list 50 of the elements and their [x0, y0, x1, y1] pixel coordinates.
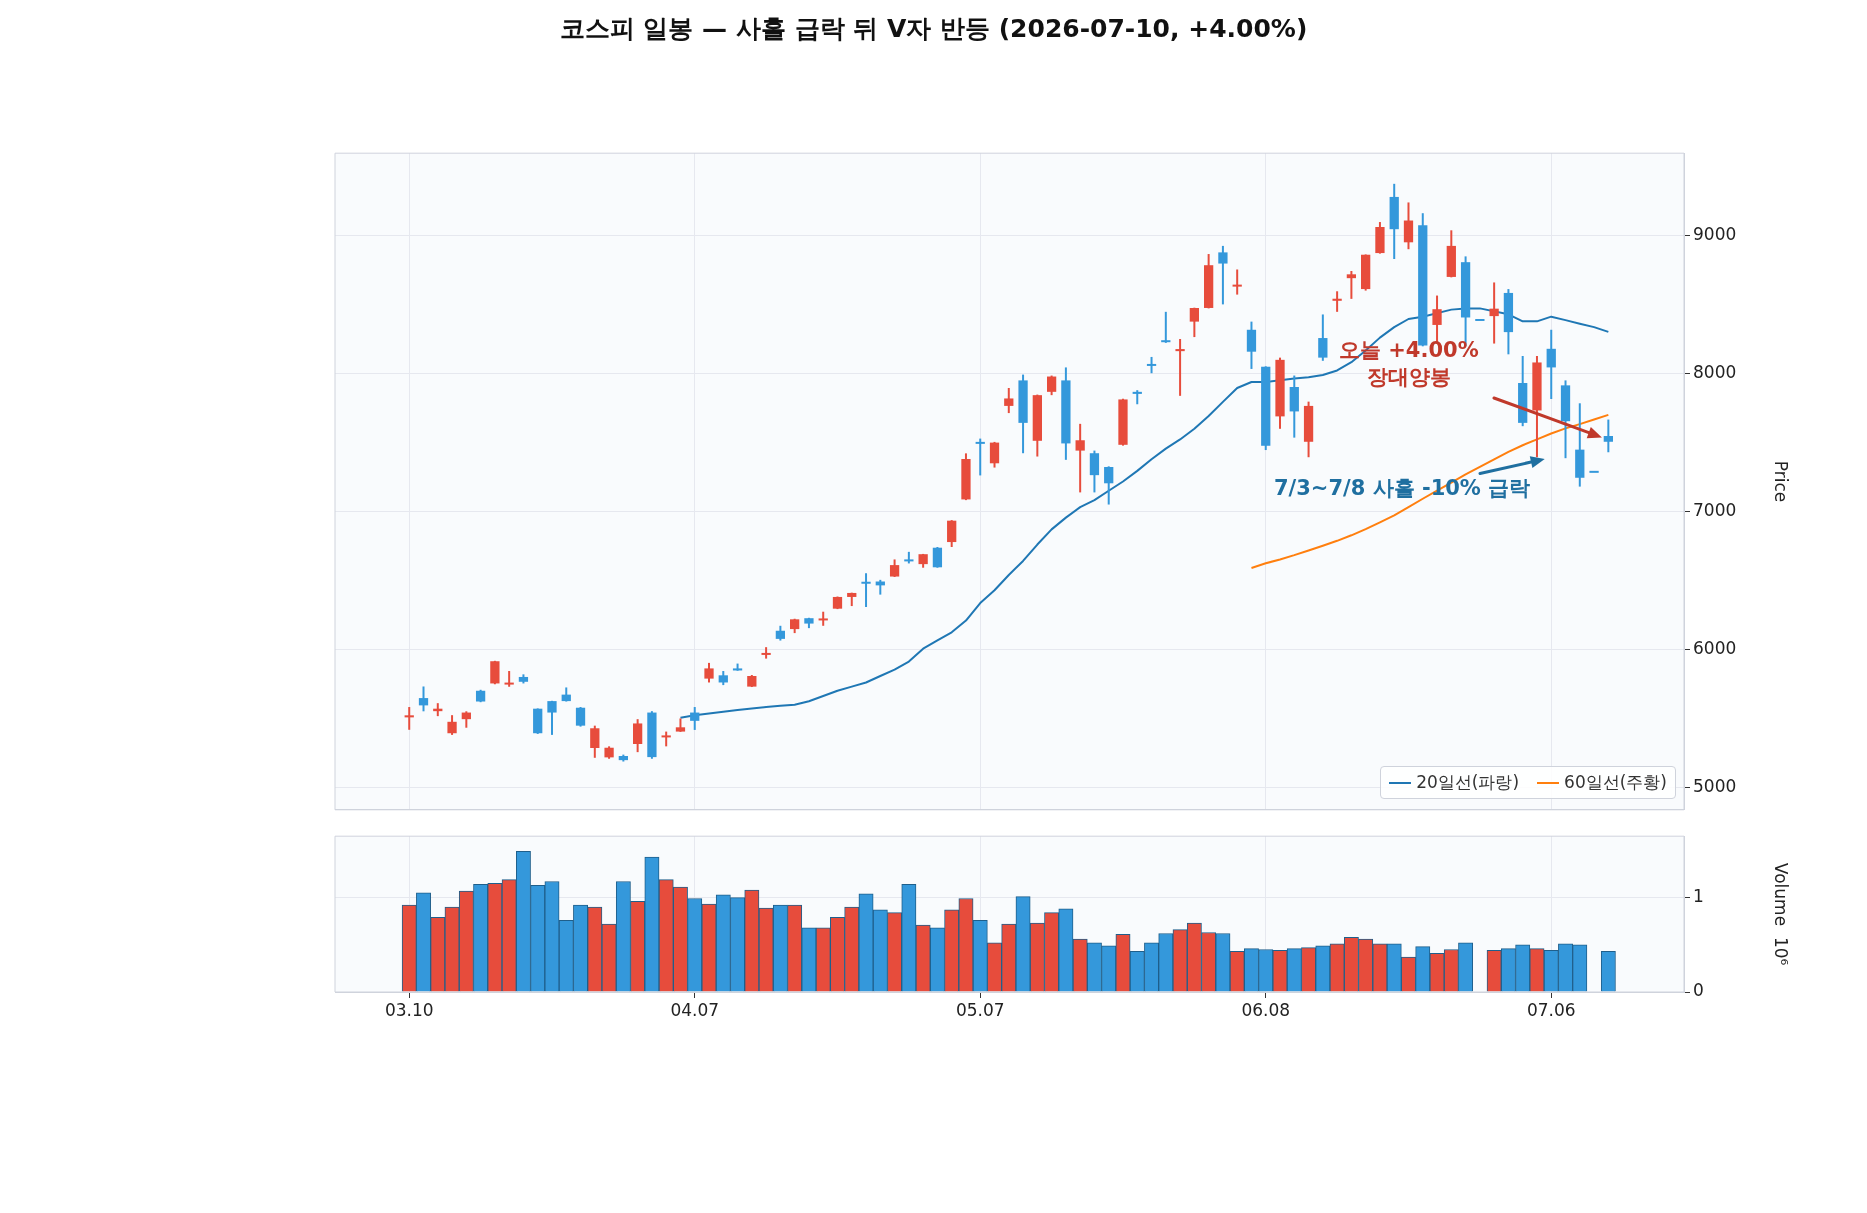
candlestick — [975, 437, 985, 477]
candlestick — [547, 699, 557, 736]
candlestick — [418, 685, 429, 713]
candlestick — [861, 572, 871, 609]
candlestick — [632, 718, 643, 754]
candlestick — [1004, 386, 1014, 415]
candlestick — [1161, 310, 1171, 344]
candlestick — [947, 519, 957, 549]
candlestick — [1104, 465, 1114, 506]
legend-label: 60일선(주황) — [1564, 771, 1667, 792]
legend-label: 20일선(파랑) — [1416, 771, 1520, 792]
x-tick-label: 06.08 — [1241, 999, 1291, 1020]
candlestick — [1346, 270, 1357, 300]
x-tick-label: 07.06 — [1526, 999, 1576, 1020]
candlestick — [1089, 449, 1100, 494]
candlestick — [447, 714, 457, 736]
y-axis-title: Price — [1771, 460, 1792, 503]
candlestick — [1075, 422, 1085, 494]
candlestick — [1175, 338, 1185, 397]
x-tick-label: 05.07 — [955, 999, 1005, 1020]
candlestick — [690, 706, 700, 731]
candlestick — [1218, 244, 1228, 306]
candlestick — [575, 706, 586, 728]
y-tick-label: 6000 — [1693, 638, 1737, 659]
y-tick-label: 7000 — [1693, 500, 1737, 521]
y-tick-label: 8000 — [1693, 362, 1737, 383]
y-axis-title: Volume 10⁶ — [1771, 862, 1792, 966]
candlestick — [1332, 290, 1342, 313]
candlestick — [590, 724, 600, 759]
candlestick — [932, 546, 943, 569]
candlestick — [404, 706, 414, 731]
x-tick-label: 04.07 — [670, 999, 720, 1020]
candlestick — [1246, 320, 1257, 370]
y-tick-label: 9000 — [1693, 224, 1737, 245]
candlestick — [1046, 374, 1057, 397]
candlestick — [989, 440, 1000, 469]
x-tick-label: 03.10 — [384, 999, 434, 1020]
candlestick — [1189, 306, 1199, 339]
candlestick — [1232, 268, 1242, 296]
y-tick-label: 1 — [1693, 886, 1704, 906]
candlestick — [504, 670, 514, 688]
candlestick — [1318, 313, 1328, 362]
y-tick-label: 0 — [1693, 980, 1704, 1001]
candlestick — [1403, 201, 1414, 251]
candlestick — [1603, 418, 1613, 454]
candlestick — [1489, 281, 1499, 345]
candlestick — [1546, 328, 1556, 401]
y-tick-label: 5000 — [1693, 776, 1737, 797]
chart-title: 코스피 일봉 — 사흘 급락 뒤 V자 반등 (2026-07-10, +4.00%) — [558, 13, 1309, 45]
candlestick — [704, 661, 714, 684]
